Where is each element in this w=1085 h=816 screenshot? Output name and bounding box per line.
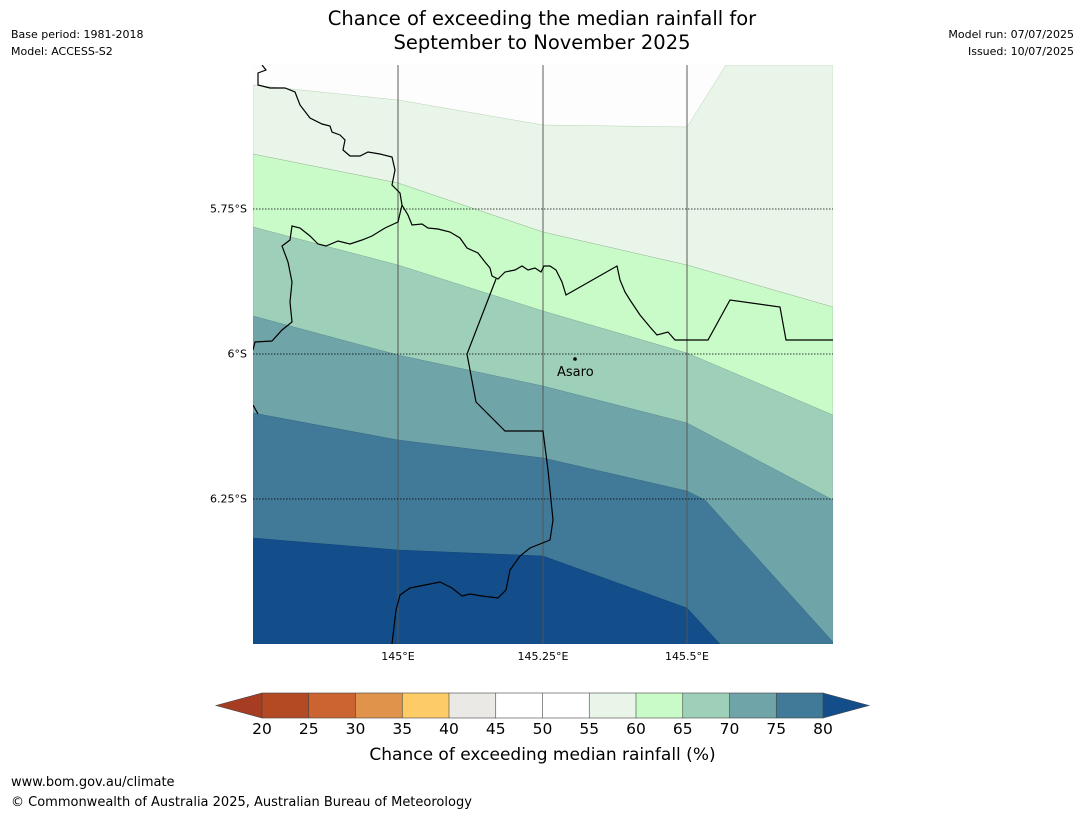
colorbar-seg-60-65 (636, 693, 683, 718)
asaro-marker (573, 357, 577, 361)
lat-label-6: 6°S (227, 347, 247, 361)
base-period-text: Base period: 1981-2018 (11, 28, 144, 41)
map-panel (253, 65, 833, 644)
colorbar (214, 692, 871, 719)
lon-label-145: 145°E (381, 650, 415, 663)
colorbar-tick: 70 (719, 720, 740, 738)
meta-left: Base period: 1981-2018 Model: ACCESS-S2 (11, 26, 143, 60)
colorbar-tick: 55 (579, 720, 600, 738)
colorbar-tick: 45 (485, 720, 506, 738)
colorbar-seg-35-40 (402, 693, 449, 718)
colorbar-dividers (308, 693, 777, 718)
colorbar-seg-25-30 (308, 693, 356, 718)
lon-label-145-25: 145.25°E (517, 650, 569, 663)
boundary-line-edge (253, 404, 259, 415)
colorbar-tick: 25 (298, 720, 319, 738)
colorbar-tick: 80 (813, 720, 833, 738)
colorbar-seg-45-50 (495, 693, 543, 718)
colorbar-seg-75-80 (776, 693, 823, 718)
colorbar-seg-65-70 (682, 693, 730, 718)
model-run-text: Model run: 07/07/2025 (948, 28, 1074, 41)
footer-url: www.bom.gov.au/climate (11, 775, 175, 790)
lat-label-6-25: 6.25°S (210, 492, 247, 506)
issued-text: Issued: 10/07/2025 (967, 45, 1074, 58)
model-text: Model: ACCESS-S2 (11, 45, 113, 58)
meta-right: Model run: 07/07/2025 Issued: 10/07/2025 (948, 26, 1074, 60)
place-label-asaro: Asaro (557, 365, 594, 380)
boundary-line-north (257, 65, 833, 341)
colorbar-title: Chance of exceeding median rainfall (%) (369, 745, 716, 765)
colorbar-extend-high (822, 692, 871, 719)
colorbar-tick: 50 (532, 720, 553, 738)
map-title: Chance of exceeding the median rainfall … (242, 7, 842, 55)
boundary-line-central (391, 278, 554, 644)
colorbar-tick: 20 (252, 720, 272, 738)
colorbar-seg-40-45 (449, 693, 496, 718)
lon-label-145-5: 145.5°E (665, 650, 709, 663)
lat-label-5-75: 5.75°S (210, 202, 247, 216)
colorbar-tick: 35 (392, 720, 413, 738)
footer-copyright: © Commonwealth of Australia 2025, Austra… (11, 795, 472, 810)
colorbar-tick: 75 (766, 720, 787, 738)
colorbar-seg-50-55 (542, 693, 590, 718)
title-line-2: September to November 2025 (393, 31, 691, 54)
colorbar-extend-low (214, 692, 263, 719)
colorbar-tick: 30 (345, 720, 366, 738)
colorbar-seg-70-75 (729, 693, 777, 718)
colorbar-tick: 60 (626, 720, 646, 738)
colorbar-seg-55-60 (589, 693, 636, 718)
colorbar-seg-30-35 (355, 693, 403, 718)
boundary-line-west (253, 204, 403, 351)
colorbar-seg-20-25 (262, 693, 309, 718)
colorbar-tick: 65 (672, 720, 693, 738)
colorbar-tick: 40 (439, 720, 459, 738)
title-line-1: Chance of exceeding the median rainfall … (327, 7, 757, 30)
